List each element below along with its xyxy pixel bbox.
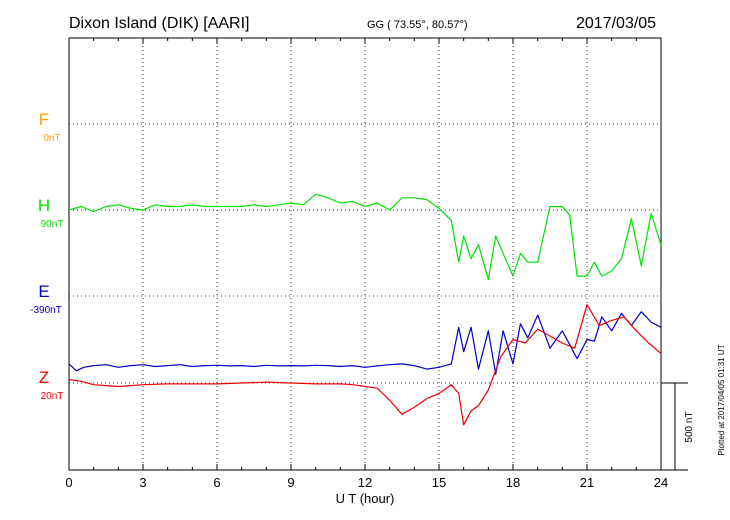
station-title: Dixon Island (DIK) [AARI] <box>69 15 250 32</box>
date-label: 2017/03/05 <box>576 15 656 32</box>
series-lines <box>68 193 662 426</box>
x-tick-label: 21 <box>580 475 594 490</box>
x-tick-label: 0 <box>65 475 72 490</box>
x-tick-label: 9 <box>287 475 294 490</box>
x-axis: 0 3 6 9 12 15 18 21 24 <box>65 38 668 490</box>
series-baseline-h: 90nT <box>41 219 64 230</box>
scale-bar <box>661 382 688 471</box>
x-tick-label: 6 <box>213 475 220 490</box>
x-tick-label: 12 <box>358 475 372 490</box>
series-baseline-f: 0nT <box>43 133 60 144</box>
chart-grid <box>69 38 661 470</box>
plotted-at-note: Plotted at 2017/04/05 01:31 UT <box>717 344 726 455</box>
series-label-z: Z <box>39 368 49 387</box>
x-tick-label: 15 <box>432 475 446 490</box>
series-baseline-e: -390nT <box>30 305 62 316</box>
x-tick-label: 3 <box>139 475 146 490</box>
series-label-f: F <box>39 110 49 129</box>
series-line-e <box>68 311 662 375</box>
x-axis-label: U T (hour) <box>336 491 395 506</box>
coordinates-label: GG ( 73.55°, 80.57°) <box>367 19 468 31</box>
series-baseline-z: 20nT <box>41 391 64 402</box>
series-label-e: E <box>38 282 49 301</box>
series-line-z <box>68 304 662 426</box>
x-tick-label: 24 <box>654 475 668 490</box>
x-tick-label: 18 <box>506 475 520 490</box>
series-label-h: H <box>38 196 50 215</box>
series-line-h <box>68 193 662 281</box>
scale-bar-label: 500 nT <box>684 411 695 442</box>
